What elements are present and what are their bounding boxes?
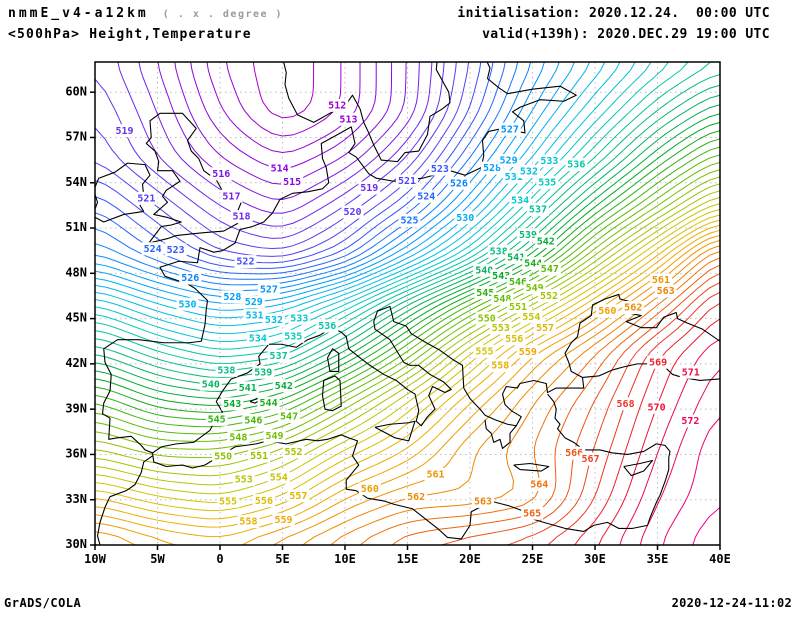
header-right-block: initialisation: 2020.12.24. 00:00 UTC va… [457,6,770,48]
model-name: nmmE_v4-a12km [8,6,149,21]
render-timestamp: 2020-12-24-11:02 [671,596,792,610]
valid-time: valid(+139h): 2020.DEC.29 19:00 UTC [482,27,770,42]
grads-credit: GrADS/COLA [4,596,82,610]
field-title: <500hPa> Height,Temperature [8,27,252,42]
header-line-1: nmmE_v4-a12km ( . x . degree ) [8,6,283,21]
header-left-block: nmmE_v4-a12km ( . x . degree ) <500hPa> H… [8,6,283,42]
resolution-note: ( . x . degree ) [162,9,284,20]
init-time: initialisation: 2020.12.24. 00:00 UTC [457,6,770,21]
